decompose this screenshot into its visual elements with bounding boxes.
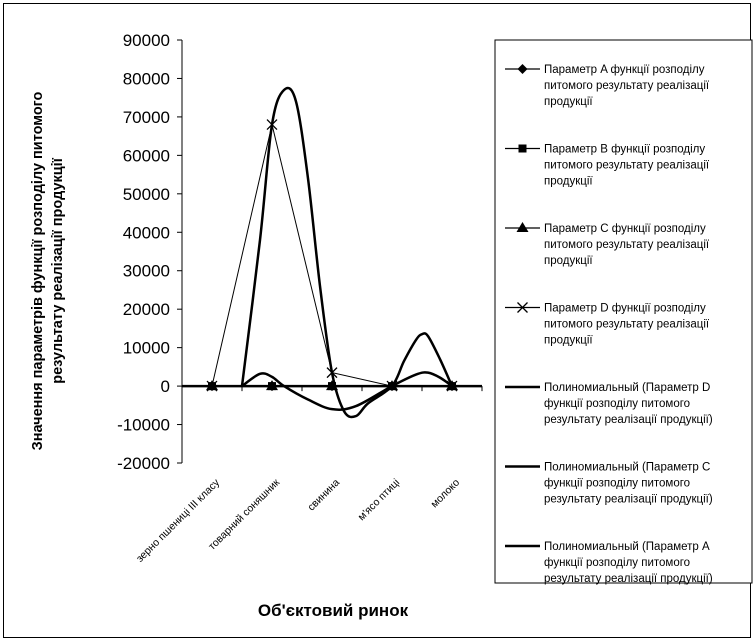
legend-box (494, 39, 753, 584)
y-tick-label: -10000 (117, 416, 170, 435)
y-tick-label: 50000 (123, 185, 170, 204)
legend-marker-square (518, 144, 527, 153)
x-axis-title: Об'єктовий ринок (258, 601, 409, 620)
y-tick-label: 90000 (123, 31, 170, 50)
trendline-c (241, 371, 453, 411)
legend-item: Полиномиальный (Параметр D функції розпод… (505, 382, 713, 426)
data-point-triangle (446, 380, 458, 391)
legend-item: Полиномиальный (Параметр C функції розпод… (505, 462, 713, 506)
legend-label: питомого результату реалізації (544, 160, 710, 172)
legend-marker-triangle (516, 222, 529, 232)
legend-item: Параметр C функції розподілу питомого рез… (505, 222, 710, 267)
legend-item: Параметр B функції розподілу питомого рез… (505, 144, 710, 188)
legend-label: продукції (544, 176, 593, 188)
y-tick-label: 40000 (123, 223, 170, 242)
legend-label: Параметр C функції розподілу (544, 223, 706, 235)
legend-label: Параметр B функції розподілу (544, 144, 705, 156)
legend-marker-x (517, 302, 528, 313)
data-point-x (386, 380, 398, 392)
trendline-d (240, 86, 454, 419)
legend-label: функції розподілу питомого (544, 557, 690, 569)
data-point-triangle (326, 380, 338, 391)
legend-label: функції розподілу питомого (544, 478, 690, 490)
y-tick-label: 70000 (123, 108, 170, 127)
legend-label: результату реалізації продукції) (544, 494, 713, 506)
data-point-triangle (206, 380, 218, 391)
legend-label: питомого результату реалізації (544, 319, 710, 331)
legend-label: Полиномиальный (Параметр C (544, 462, 710, 474)
legend-marker-diamond (517, 64, 528, 74)
legend-label: результату реалізації продукції) (544, 573, 713, 585)
y-axis-title-line-1: Значення параметрів функції розподілу пи… (30, 91, 46, 450)
data-point-x (326, 367, 338, 379)
y-tick-label: 30000 (123, 262, 170, 281)
y-tick-label: 60000 (123, 146, 170, 165)
y-tick-label: -20000 (117, 454, 170, 473)
data-point-x (266, 119, 278, 131)
legend-label: продукції (544, 96, 593, 108)
legend: Параметр A функції розподілу питомого рез… (494, 39, 753, 585)
x-tick-label: молоко (429, 477, 463, 511)
legend-label: питомого результату реалізації (544, 80, 710, 92)
legend-label: Полиномиальный (Параметр D (544, 382, 710, 394)
data-point-triangle (386, 380, 398, 391)
y-tick-label: 10000 (123, 339, 170, 358)
data-point-x (206, 380, 218, 392)
x-tick-label: свинина (305, 477, 342, 514)
y-axis: -20000 -10000 0 10000 20000 30000 40000 50000 60… (117, 31, 183, 473)
data-point-x (446, 380, 458, 392)
y-axis-title: Значення параметрів функції розподілу пи… (30, 91, 66, 450)
legend-label: Полиномиальный (Параметр A (544, 541, 710, 553)
trendlines (240, 86, 454, 419)
x-tick-label: м'ясо птиці (356, 477, 402, 523)
legend-label: функції розподілу питомого (544, 398, 690, 410)
x-tick-label: зерно пшениці III класу (134, 476, 223, 565)
y-tick-label: 20000 (123, 300, 170, 319)
legend-label: питомого результату реалізації (544, 239, 710, 251)
legend-item: Параметр A функції розподілу питомого рез… (505, 64, 710, 108)
series-markers (206, 119, 458, 392)
data-point-triangle (266, 380, 278, 391)
y-tick-label: 80000 (123, 69, 170, 88)
legend-item: Параметр D функції розподілу питомого рез… (505, 302, 710, 347)
legend-label: Параметр D функції розподілу (544, 303, 706, 315)
legend-label: Параметр A функції розподілу (544, 64, 705, 76)
y-axis-title-line-2: результату реалізації продукції (50, 157, 66, 383)
legend-label: продукції (544, 335, 593, 347)
legend-label: результату реалізації продукції) (544, 414, 713, 426)
legend-item: Полиномиальный (Параметр A функції розпод… (505, 541, 713, 585)
y-tick-label: 0 (161, 377, 170, 396)
legend-label: продукції (544, 255, 593, 267)
